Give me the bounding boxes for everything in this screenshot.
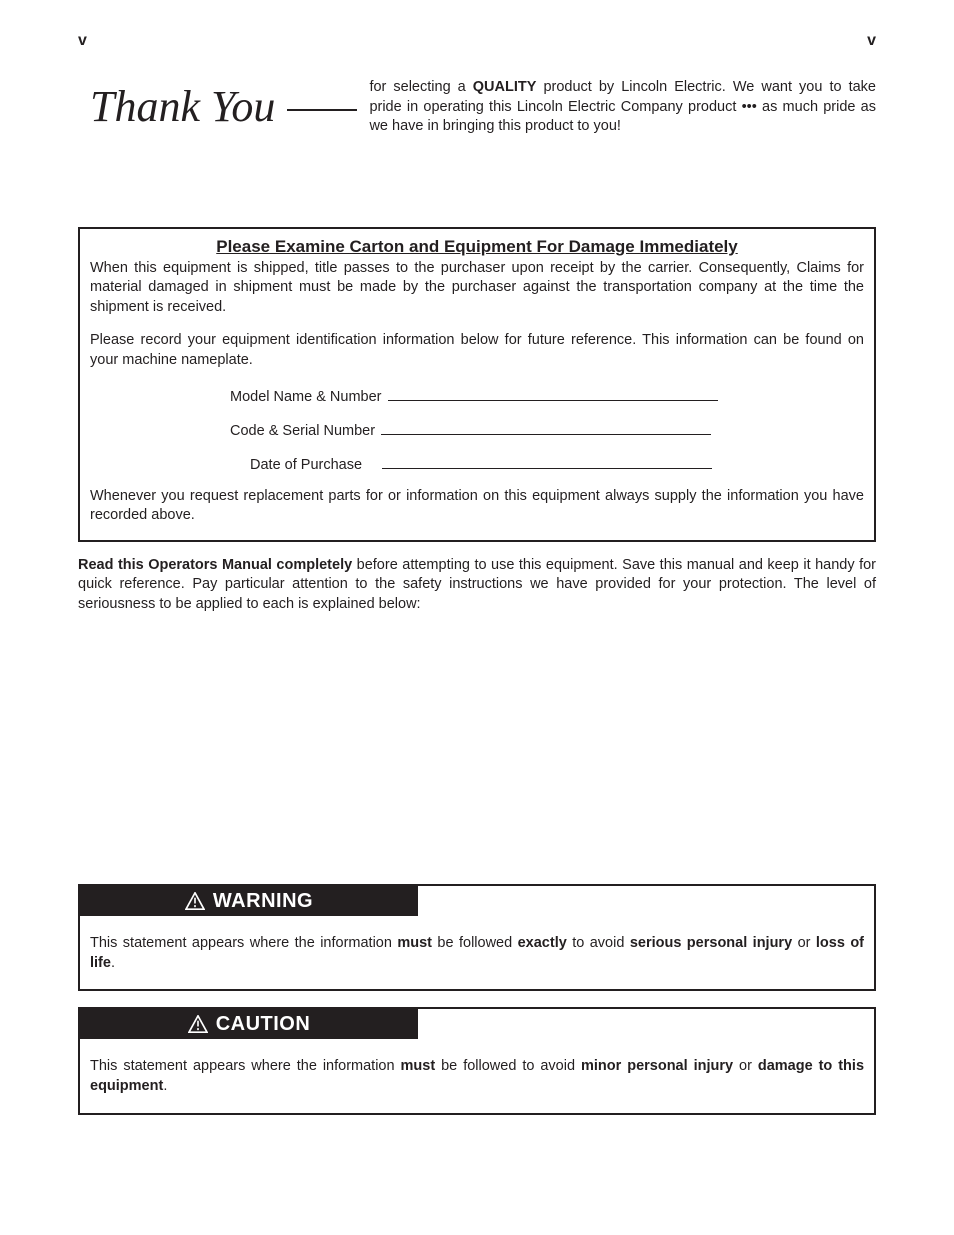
examine-p3: Whenever you request replacement parts f… [90, 487, 864, 526]
warning-body: This statement appears where the informa… [80, 934, 874, 973]
examine-title: Please Examine Carton and Equipment For … [90, 237, 864, 257]
field-date-label: Date of Purchase [250, 457, 362, 473]
warning-triangle-icon [185, 892, 205, 910]
warning-b3: serious personal injury [630, 935, 792, 951]
warning-header: WARNING [80, 886, 418, 916]
warning-t2: be followed [432, 935, 518, 951]
field-serial: Code & Serial Number [90, 419, 864, 439]
thank-you-body: for selecting a QUALITY product by Linco… [369, 78, 876, 137]
field-model-line [388, 385, 718, 401]
field-date: Date of Purchase [90, 453, 864, 473]
page-marker-right: v [867, 32, 876, 50]
field-date-line [382, 453, 712, 469]
examine-p1: When this equipment is shipped, title pa… [90, 259, 864, 318]
thank-you-text-quality: QUALITY [473, 79, 537, 95]
field-model: Model Name & Number [90, 385, 864, 405]
read-manual-paragraph: Read this Operators Manual completely be… [78, 556, 876, 615]
warning-label: WARNING [213, 890, 313, 913]
caution-triangle-icon [188, 1015, 208, 1033]
warning-b2: exactly [518, 935, 567, 951]
warning-t4: or [792, 935, 816, 951]
field-serial-line [381, 419, 711, 435]
thank-you-section: Thank You for selecting a QUALITY produc… [78, 78, 876, 137]
caution-t4: . [163, 1078, 167, 1094]
warning-b1: must [397, 935, 432, 951]
read-manual-bold: Read this Operators Manual completely [78, 557, 352, 573]
page-marker-left: v [78, 32, 87, 50]
thank-you-heading: Thank You [78, 85, 275, 129]
page-header: v v [78, 32, 876, 50]
thank-you-divider [287, 109, 357, 111]
warning-t1: This statement appears where the informa… [90, 935, 397, 951]
caution-b2: minor personal injury [581, 1058, 733, 1074]
caution-t1: This statement appears where the informa… [90, 1058, 401, 1074]
warning-box: WARNING This statement appears where the… [78, 884, 876, 991]
thank-you-text-pre: for selecting a [369, 79, 472, 95]
field-model-label: Model Name & Number [230, 389, 382, 405]
warning-t5: . [111, 955, 115, 971]
field-serial-label: Code & Serial Number [230, 423, 375, 439]
warning-t3: to avoid [567, 935, 630, 951]
caution-body: This statement appears where the informa… [80, 1057, 874, 1096]
caution-b1: must [401, 1058, 436, 1074]
examine-p2: Please record your equipment identificat… [90, 331, 864, 370]
caution-box: CAUTION This statement appears where the… [78, 1007, 876, 1114]
caution-t2: be followed to avoid [435, 1058, 581, 1074]
caution-header: CAUTION [80, 1009, 418, 1039]
caution-label: CAUTION [216, 1013, 311, 1036]
caution-t3: or [733, 1058, 758, 1074]
examine-box: Please Examine Carton and Equipment For … [78, 227, 876, 542]
